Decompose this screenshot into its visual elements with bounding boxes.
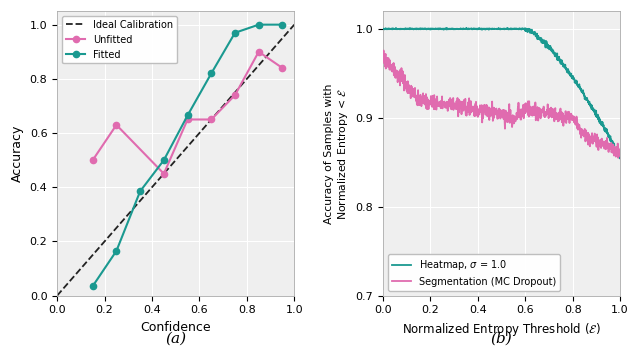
Y-axis label: Accuracy: Accuracy bbox=[11, 125, 24, 182]
Segmentation (MC Dropout) bbox=[564, 116, 572, 120]
Heatmap, $\sigma$ = 1.0 bbox=[542, 44, 550, 49]
Segmentation (MC Dropout) bbox=[379, 61, 387, 65]
Segmentation (MC Dropout) bbox=[380, 49, 387, 53]
Text: (a): (a) bbox=[165, 332, 186, 346]
Fitted bbox=[113, 249, 120, 253]
Segmentation (MC Dropout) bbox=[568, 118, 576, 122]
Segmentation (MC Dropout) bbox=[614, 156, 622, 160]
Segmentation (MC Dropout) bbox=[404, 87, 412, 91]
Heatmap, $\sigma$ = 1.0 bbox=[616, 156, 623, 161]
Line: Heatmap, $\sigma$ = 1.0: Heatmap, $\sigma$ = 1.0 bbox=[383, 28, 620, 158]
Unfitted bbox=[89, 158, 97, 162]
Line: Unfitted: Unfitted bbox=[90, 49, 285, 177]
Segmentation (MC Dropout) bbox=[476, 109, 483, 113]
X-axis label: Confidence: Confidence bbox=[140, 321, 211, 334]
Unfitted bbox=[113, 123, 120, 127]
Y-axis label: Accuracy of Samples with
Normalized Entropy < $\mathcal{E}$: Accuracy of Samples with Normalized Entr… bbox=[324, 83, 350, 224]
Segmentation (MC Dropout) bbox=[542, 111, 550, 115]
Heatmap, $\sigma$ = 1.0 bbox=[484, 27, 492, 31]
Heatmap, $\sigma$ = 1.0 bbox=[392, 26, 399, 30]
Line: Fitted: Fitted bbox=[90, 22, 285, 289]
Text: (b): (b) bbox=[491, 332, 513, 346]
Segmentation (MC Dropout) bbox=[484, 111, 492, 115]
X-axis label: Normalized Entropy Threshold ($\mathcal{E}$): Normalized Entropy Threshold ($\mathcal{… bbox=[402, 321, 601, 338]
Heatmap, $\sigma$ = 1.0 bbox=[564, 67, 572, 71]
Fitted bbox=[255, 23, 262, 27]
Unfitted bbox=[255, 50, 262, 54]
Unfitted bbox=[207, 117, 215, 121]
Legend: Ideal Calibration, Unfitted, Fitted: Ideal Calibration, Unfitted, Fitted bbox=[62, 16, 177, 64]
Heatmap, $\sigma$ = 1.0 bbox=[379, 27, 387, 31]
Unfitted bbox=[160, 172, 168, 176]
Fitted bbox=[160, 158, 168, 162]
Unfitted bbox=[231, 93, 239, 97]
Unfitted bbox=[184, 117, 191, 121]
Fitted bbox=[278, 23, 286, 27]
Heatmap, $\sigma$ = 1.0 bbox=[568, 75, 576, 80]
Fitted bbox=[231, 31, 239, 35]
Fitted bbox=[207, 71, 215, 75]
Fitted bbox=[184, 113, 191, 118]
Heatmap, $\sigma$ = 1.0 bbox=[476, 27, 483, 31]
Fitted bbox=[89, 284, 97, 288]
Fitted bbox=[136, 189, 144, 193]
Segmentation (MC Dropout) bbox=[616, 154, 624, 158]
Legend: Heatmap, $\sigma$ = 1.0, Segmentation (MC Dropout): Heatmap, $\sigma$ = 1.0, Segmentation (M… bbox=[388, 254, 560, 291]
Heatmap, $\sigma$ = 1.0 bbox=[616, 156, 624, 160]
Line: Segmentation (MC Dropout): Segmentation (MC Dropout) bbox=[383, 51, 620, 158]
Unfitted bbox=[278, 66, 286, 70]
Heatmap, $\sigma$ = 1.0 bbox=[404, 27, 412, 31]
